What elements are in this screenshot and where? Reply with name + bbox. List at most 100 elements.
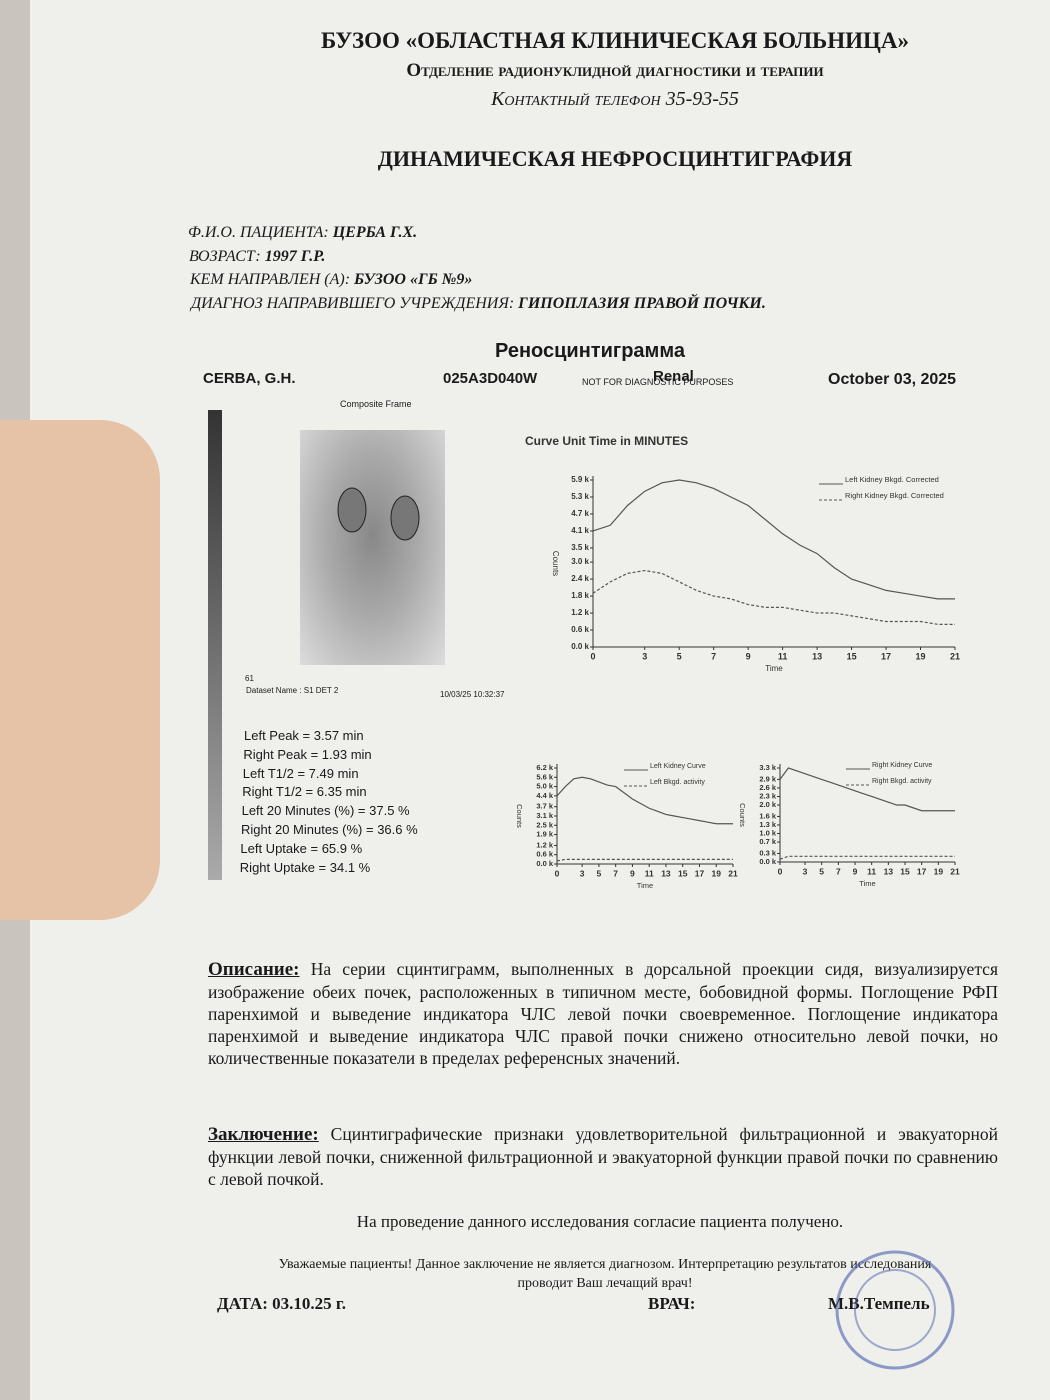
kidney-outlines [337, 487, 420, 541]
y-tick-label: 4.1 k [571, 526, 589, 535]
y-tick-label: 2.6 k [759, 783, 777, 792]
x-tick-label: 3 [642, 651, 647, 661]
footer-date: ДАТА: 03.10.25 г. [217, 1294, 346, 1313]
conclusion: Заключение: Сцинтиграфические признаки у… [208, 1123, 998, 1190]
x-tick-label: 11 [645, 868, 654, 878]
x-tick-label: 21 [950, 651, 960, 661]
dept: Отделение радионуклидной диагностики и т… [406, 60, 824, 81]
series-line [779, 855, 955, 860]
x-tick-label: 9 [853, 866, 858, 876]
stat: Right T1/2 = 6.35 min [242, 784, 367, 800]
patient-label: Ф.И.О. ПАЦИЕНТА: [188, 224, 329, 241]
stat: Right Uptake = 34.1 % [239, 859, 371, 875]
y-tick-label: 0.0 k [571, 642, 589, 651]
x-tick-label: 19 [712, 868, 722, 878]
y-tick-label: 0.6 k [536, 850, 554, 859]
color-scale [208, 410, 222, 880]
x-tick-label: 19 [934, 866, 944, 876]
legend-label: Right Kidney Bkgd. Corrected [845, 491, 944, 500]
report-study: Renal [653, 368, 694, 385]
y-tick-label: 1.0 k [759, 828, 777, 837]
y-tick-label: 4.7 k [571, 509, 589, 518]
patient-value: 1997 Г.Р. [264, 247, 326, 265]
x-tick-label: 7 [613, 868, 618, 878]
y-tick-label: 1.2 k [571, 608, 589, 617]
conclusion-text: Сцинтиграфические признаки удовлетворите… [208, 1124, 999, 1189]
x-tick-label: 21 [950, 866, 960, 876]
y-tick-label: 3.1 k [536, 811, 554, 820]
x-tick-label: 5 [597, 868, 602, 878]
patient-label: ДИАГНОЗ НАПРАВИВШЕГО УЧРЕЖДЕНИЯ: [191, 294, 515, 312]
y-tick-label: 2.5 k [536, 820, 554, 829]
y-tick-label: 1.8 k [571, 591, 589, 600]
x-tick-label: 9 [746, 651, 751, 661]
x-tick-label: 11 [867, 866, 876, 876]
x-axis-label: Time [765, 664, 783, 673]
y-tick-label: 0.3 k [759, 848, 777, 857]
x-tick-label: 3 [803, 866, 808, 876]
patient-label: КЕМ НАПРАВЛЕН (А): [190, 271, 351, 288]
series-line [556, 858, 733, 862]
patient-value: ГИПОПЛАЗИЯ ПРАВОЙ ПОЧКИ. [518, 294, 766, 312]
stat: Right 20 Minutes (%) = 36.6 % [241, 822, 418, 837]
scintigram [300, 430, 445, 665]
y-tick-label: 5.0 k [536, 782, 554, 791]
y-tick-label: 3.5 k [571, 543, 589, 552]
report-title: Реносцинтиграмма [495, 340, 685, 362]
y-tick-label: 3.7 k [536, 802, 554, 811]
x-tick-label: 17 [881, 651, 891, 661]
x-tick-label: 13 [884, 866, 894, 876]
series-line [592, 569, 955, 625]
y-tick-label: 2.0 k [759, 800, 777, 809]
legend-label: Left Bkgd. activity [650, 779, 705, 786]
x-tick-label: 9 [630, 868, 635, 878]
x-tick-label: 15 [678, 868, 688, 878]
legend-label: Left Kidney Curve [650, 763, 706, 770]
series-line [556, 776, 733, 825]
y-tick-label: 2.3 k [759, 791, 777, 800]
paper [30, 0, 1050, 1400]
description-label: Описание: [208, 959, 300, 980]
patient-row: ДИАГНОЗ НАПРАВИВШЕГО УЧРЕЖДЕНИЯ: ГИПОПЛА… [191, 295, 766, 313]
y-tick-label: 1.9 k [536, 830, 554, 839]
x-tick-label: 5 [819, 866, 824, 876]
y-tick-label: 0.6 k [571, 625, 589, 634]
x-tick-label: 17 [917, 866, 927, 876]
x-tick-label: 0 [778, 866, 783, 876]
kidney-left [337, 487, 367, 533]
y-tick-label: 0.0 k [759, 857, 777, 866]
disclaimer: Уважаемые пациенты! Данное заключение не… [278, 1257, 932, 1291]
stat: Left Uptake = 65.9 % [240, 840, 363, 856]
phone: Контактный телефон 35-93-55 [491, 88, 739, 110]
patient-row: КЕМ НАПРАВЛЕН (А): БУЗОО «ГБ №9» [190, 271, 472, 289]
stamp [835, 1250, 955, 1370]
y-axis-label: Counts [515, 804, 524, 828]
x-axis-label: Time [859, 879, 875, 888]
y-tick-label: 0.7 k [759, 837, 777, 846]
y-tick-label: 1.2 k [536, 840, 554, 849]
series-line [592, 479, 955, 600]
y-tick-label: 2.4 k [571, 574, 589, 583]
org: БУЗОО «ОБЛАСТНАЯ КЛИНИЧЕСКАЯ БОЛЬНИЦА» [321, 28, 909, 53]
patient-value: БУЗОО «ГБ №9» [354, 271, 473, 288]
y-tick-label: 5.6 k [536, 772, 554, 781]
y-axis-label: Counts [551, 551, 560, 576]
doctor-label: ВРАЧ: [648, 1294, 696, 1313]
y-tick-label: 5.9 k [571, 475, 589, 484]
y-tick-label: 3.0 k [571, 557, 589, 566]
doc-title: ДИНАМИЧЕСКАЯ НЕФРОСЦИНТИГРАФИЯ [377, 146, 853, 171]
report-date: October 03, 2025 [828, 371, 957, 388]
patient-value: ЦЕРБА Г.Х. [332, 224, 418, 241]
patient-row: Ф.И.О. ПАЦИЕНТА: ЦЕРБА Г.Х. [188, 224, 417, 242]
description-text: На серии сцинтиграмм, выполненных в дорс… [208, 959, 998, 1068]
y-axis-label: Counts [738, 803, 747, 827]
legend-label: Left Kidney Bkgd. Corrected [845, 475, 939, 484]
x-tick-label: 15 [847, 651, 857, 661]
x-tick-label: 13 [661, 868, 671, 878]
description: Описание: На серии сцинтиграмм, выполнен… [208, 958, 998, 1069]
x-tick-label: 0 [555, 868, 560, 878]
x-axis-label: Time [637, 881, 653, 890]
y-tick-label: 6.2 k [536, 763, 554, 772]
